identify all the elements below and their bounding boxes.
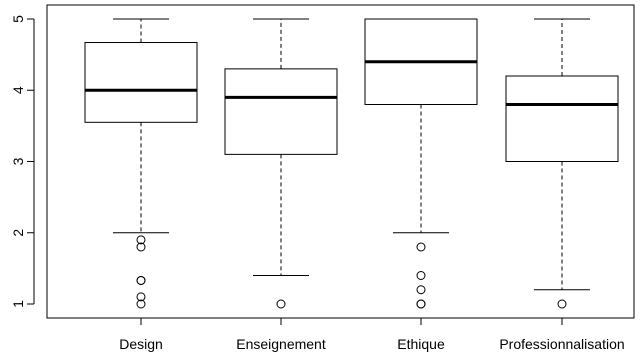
- y-tick-label: 1: [10, 300, 26, 308]
- outlier-point: [136, 235, 146, 245]
- x-axis-labels: Design Enseignement Ethique Professionnalis…: [119, 317, 625, 352]
- outlier-point: [416, 285, 426, 295]
- x-tick-label: Enseignement: [236, 336, 326, 352]
- x-tick-label: Professionnalisation: [499, 336, 624, 352]
- outlier-point: [276, 299, 286, 309]
- outlier-point: [136, 292, 146, 302]
- outlier-point: [136, 299, 146, 309]
- box-professionnalisation: [505, 18, 619, 309]
- x-tick-label: Ethique: [397, 336, 445, 352]
- y-tick-label: 5: [10, 15, 26, 23]
- y-tick-label: 4: [10, 86, 26, 94]
- box-design: [84, 18, 198, 309]
- y-axis: 1 2 3 4 5: [10, 15, 35, 308]
- box-enseignement: [224, 18, 338, 309]
- iqr-box: [224, 68, 338, 155]
- outlier-point: [557, 299, 567, 309]
- outlier-point: [136, 275, 146, 285]
- y-tick-label: 2: [10, 229, 26, 237]
- plot-area: [46, 4, 635, 319]
- outlier-point: [136, 242, 146, 252]
- box-ethique: [364, 18, 478, 309]
- iqr-box: [505, 75, 619, 162]
- y-tick-label: 3: [10, 157, 26, 165]
- outlier-point: [416, 299, 426, 309]
- outlier-point: [416, 271, 426, 280]
- outlier-point: [416, 242, 426, 252]
- iqr-box: [84, 42, 198, 123]
- x-tick-label: Design: [119, 336, 163, 352]
